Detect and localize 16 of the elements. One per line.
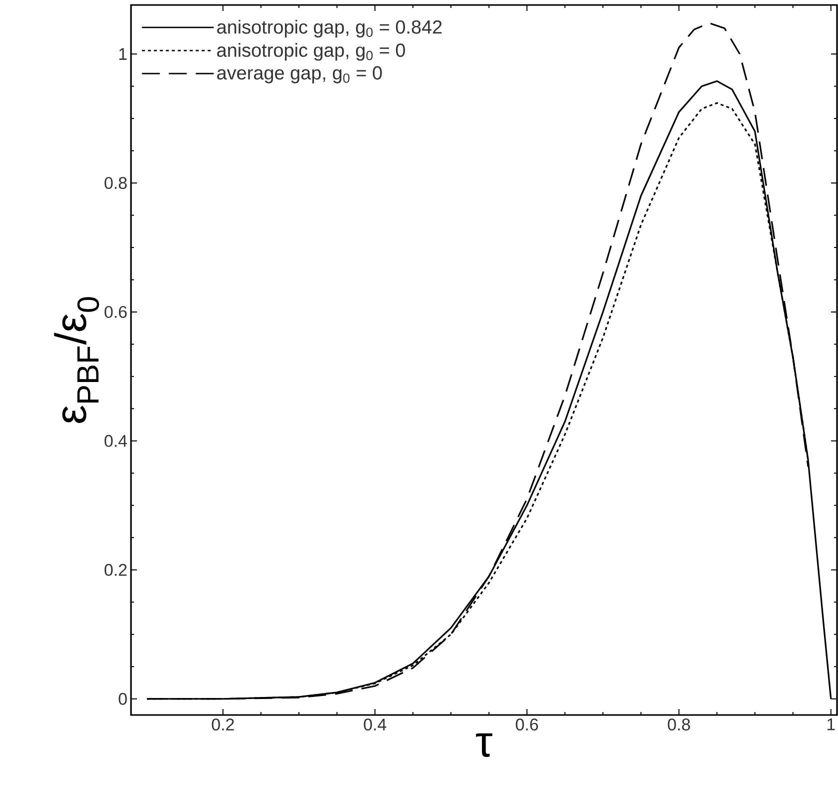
- x-tick-label: 0.8: [668, 718, 690, 731]
- y-tick-label: 0.4: [104, 434, 127, 447]
- legend-label: average gap, g$_{0}$ = 0: [217, 66, 382, 84]
- y-tick-label: 0.6: [104, 306, 127, 318]
- legend-label: anisotropic gap, g$_{0}$ = 0.842: [217, 20, 442, 38]
- x-tick-label: 0.2: [212, 718, 234, 731]
- y-tick-label: 1: [119, 48, 127, 60]
- x-axis-title: τ: [476, 733, 492, 757]
- x-tick-label: 1: [828, 718, 835, 730]
- x-tick-label: 0.4: [364, 718, 386, 731]
- y-tick-label: 0.2: [104, 564, 127, 576]
- x-tick-label: 0.6: [516, 718, 538, 731]
- y-axis-title: ε$_{PBF}$/ε$_{0}$: [54, 297, 100, 423]
- y-tick-label: 0: [118, 692, 127, 705]
- legend-label: anisotropic gap, g$_{0}$ = 0: [217, 43, 405, 61]
- y-tick-label: 0.8: [104, 176, 127, 189]
